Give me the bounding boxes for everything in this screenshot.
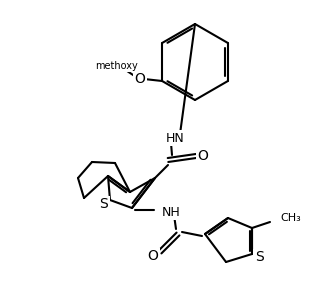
Text: S: S: [255, 250, 263, 264]
Text: CH₃: CH₃: [280, 213, 301, 223]
Text: NH: NH: [162, 205, 181, 219]
Text: O: O: [135, 72, 145, 86]
Text: methoxy: methoxy: [95, 61, 137, 71]
Text: S: S: [100, 197, 108, 211]
Text: HN: HN: [166, 131, 184, 144]
Text: O: O: [147, 249, 158, 263]
Text: O: O: [198, 149, 208, 163]
